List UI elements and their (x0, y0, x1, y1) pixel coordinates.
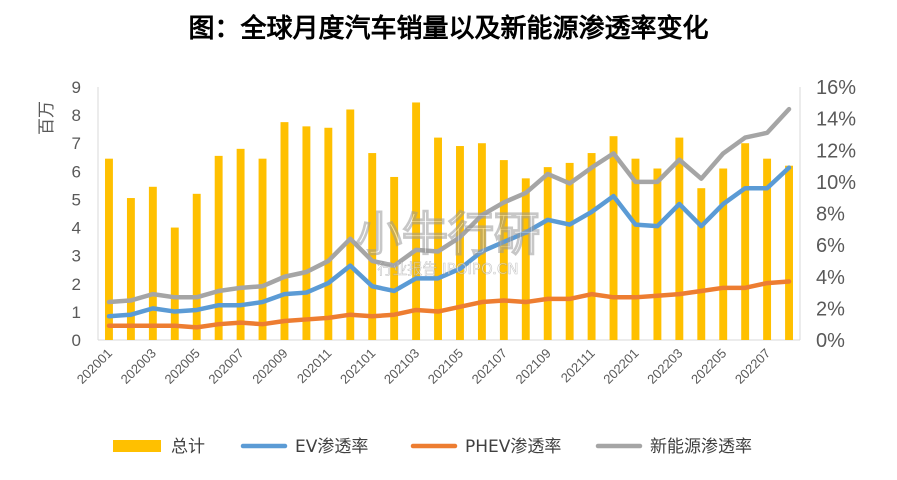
y-right-tick-label: 6% (816, 235, 845, 257)
bar (170, 227, 179, 340)
bar (214, 155, 223, 340)
legend-label: PHEV渗透率 (465, 437, 561, 457)
x-tick-label: 202001 (74, 346, 115, 387)
y-left-tick-label: 9 (72, 78, 81, 97)
y-left-tick-label: 8 (72, 106, 81, 125)
y-right-tick-label: 4% (816, 267, 845, 289)
bar (697, 188, 706, 340)
x-tick-label: 202009 (249, 346, 290, 387)
bar (126, 198, 135, 340)
bar (346, 109, 355, 341)
x-tick-label: 202003 (118, 346, 159, 387)
x-tick-label: 202007 (205, 346, 246, 387)
legend: 总计 EV渗透率 PHEV渗透率 新能源渗透率 (113, 437, 752, 457)
y-left-tick-label: 5 (72, 190, 81, 209)
y-left-tick-label: 6 (72, 162, 81, 181)
bar (390, 176, 399, 340)
legend-swatch (113, 440, 161, 452)
bar (280, 122, 289, 340)
series-line (106, 165, 792, 319)
bar (236, 148, 245, 340)
x-tick-label: 202111 (558, 346, 598, 386)
right-axis-ticks: 0% 2% 4% 6% 8% 10% 12% 14% 16% (816, 77, 856, 352)
y-left-tick-label: 7 (72, 134, 81, 153)
bar (719, 168, 728, 340)
legend-label: 总计 (171, 437, 205, 457)
x-tick-label: 202201 (600, 346, 641, 387)
bar (302, 126, 311, 340)
y-right-tick-label: 2% (816, 298, 845, 320)
bar (105, 158, 113, 340)
bar (456, 146, 464, 340)
y-left-tick-label: 3 (72, 247, 81, 266)
watermark-subtext: 行业报告 IPOIPO.CN (377, 260, 518, 278)
y-left-axis-label: 百万 (37, 101, 57, 135)
bar (477, 143, 486, 340)
line-series (106, 106, 792, 330)
bar (675, 137, 684, 340)
chart-title: 图：全球月度汽车销量以及新能源渗透率变化 (188, 14, 709, 44)
bar (324, 127, 333, 340)
bar (368, 153, 377, 340)
bar (609, 136, 618, 340)
bar (258, 158, 267, 340)
y-right-tick-label: 0% (816, 330, 845, 352)
left-axis-ticks: 0 1 2 3 4 5 6 7 8 9 (72, 78, 81, 350)
bar (763, 158, 772, 340)
x-tick-label: 202005 (162, 346, 203, 387)
x-tick-label: 202103 (381, 346, 422, 387)
y-right-tick-label: 12% (816, 140, 856, 162)
x-tick-label: 202207 (732, 346, 773, 387)
bar (412, 102, 421, 341)
bar (565, 162, 574, 340)
y-left-tick-label: 0 (72, 331, 81, 350)
bar (741, 143, 750, 340)
bar-series (105, 102, 793, 341)
x-tick-label: 202101 (337, 346, 378, 387)
y-left-tick-label: 4 (72, 219, 81, 238)
y-right-tick-label: 8% (816, 204, 845, 226)
bar (521, 178, 530, 340)
bar (631, 158, 640, 340)
x-tick-label: 202105 (425, 346, 466, 387)
x-tick-label: 202205 (688, 346, 729, 387)
bar (148, 186, 157, 340)
x-tick-label: 202107 (469, 346, 510, 387)
bar (434, 137, 442, 340)
bar (653, 168, 662, 340)
x-axis-ticks: 202001 202003 202005 202007 202009 202011 2021… (74, 346, 773, 387)
y-left-tick-label: 1 (72, 303, 81, 322)
x-tick-label: 202011 (294, 346, 335, 387)
legend-label: 新能源渗透率 (650, 437, 752, 457)
bar (587, 153, 596, 340)
y-right-tick-label: 10% (816, 172, 856, 194)
y-right-tick-label: 16% (816, 77, 856, 99)
watermark-logo: 小牛行研 (356, 207, 540, 261)
legend-label: EV渗透率 (295, 437, 368, 457)
y-right-tick-label: 14% (816, 109, 856, 131)
bar (543, 167, 552, 340)
x-tick-label: 202203 (644, 346, 685, 387)
series-line (106, 106, 792, 305)
series-line (106, 279, 792, 330)
x-tick-label: 202109 (513, 346, 554, 387)
bar (499, 160, 508, 340)
bar (785, 165, 793, 340)
y-left-tick-label: 2 (72, 275, 81, 294)
bar (192, 193, 201, 340)
